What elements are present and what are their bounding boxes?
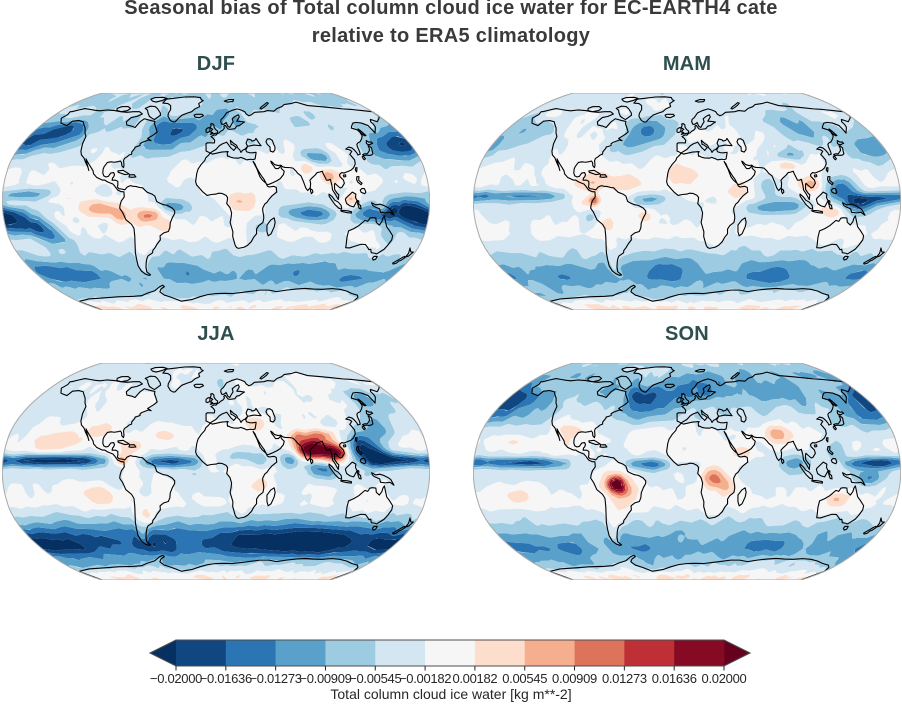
- contour-level-11: [609, 478, 624, 492]
- colorbar-tick-label-3: −0.00909: [299, 671, 352, 686]
- contour-level-8: [88, 171, 353, 222]
- colorbar-tick-label-8: 0.00909: [552, 671, 597, 686]
- colorbar-tick-label-10: 0.01636: [651, 671, 697, 686]
- contour-level-0: [24, 444, 409, 553]
- colorbar-tick-label-1: −0.01636: [199, 671, 252, 686]
- colorbar-segment-5: [425, 640, 476, 666]
- panel-title-djf: DJF: [196, 53, 236, 75]
- colorbar-tick-label-2: −0.01273: [249, 671, 302, 686]
- colorbar-tick-label-7: 0.00545: [502, 671, 548, 686]
- contour-level-8: [118, 430, 347, 464]
- contour-level-10: [607, 477, 626, 494]
- panel-title-jja: JJA: [197, 323, 235, 345]
- colorbar-tick-label-11: 0.02000: [701, 671, 747, 686]
- colorbar-under-arrow: [150, 640, 176, 666]
- contour-level-4: [2, 363, 430, 571]
- figure-title-line1: Seasonal bias of Total column cloud ice …: [124, 0, 778, 19]
- map-djf: [2, 92, 430, 310]
- contour-level-5: [473, 363, 901, 575]
- contour-field-son: [473, 363, 901, 580]
- colorbar-segment-8: [574, 640, 625, 666]
- figure-title: Seasonal bias of Total column cloud ice …: [0, 0, 902, 50]
- colorbar-tick-label-5: −0.00182: [399, 671, 452, 686]
- colorbar-segment-2: [275, 640, 326, 666]
- contour-level-3: [473, 368, 901, 567]
- colorbar: [148, 639, 752, 671]
- map-jja: [2, 363, 430, 580]
- colorbar-tick-label-4: −0.00545: [349, 671, 402, 686]
- contour-level-0: [853, 197, 868, 204]
- figure-title-line2: relative to ERA5 climatology: [311, 24, 591, 47]
- colorbar-segment-1: [225, 640, 276, 666]
- contour-field-djf: [2, 92, 430, 310]
- colorbar-segment-0: [176, 640, 227, 666]
- colorbar-segment-10: [674, 640, 725, 666]
- contour-level-1: [2, 124, 430, 232]
- colorbar-segment-9: [624, 640, 675, 666]
- map-son: [473, 363, 901, 580]
- contour-level-2: [2, 120, 430, 282]
- colorbar-over-arrow: [724, 640, 750, 666]
- contour-level-9: [143, 213, 153, 218]
- colorbar-tick-label-0: −0.02000: [149, 671, 203, 686]
- colorbar-tick-label-9: 0.01273: [601, 671, 647, 686]
- contour-level-8: [604, 429, 840, 502]
- contour-level-1: [847, 194, 888, 207]
- contour-level-12: [303, 443, 340, 457]
- contour-level-3: [473, 116, 901, 296]
- contour-level-3: [2, 107, 430, 289]
- colorbar-segment-7: [524, 640, 575, 666]
- colorbar-segment-4: [375, 640, 426, 666]
- contour-level-2: [2, 435, 430, 561]
- panel-title-mam: MAM: [662, 53, 712, 75]
- contour-level-5: [473, 92, 901, 307]
- colorbar-axis-label: Total column cloud ice water [kg m**-2]: [330, 686, 572, 702]
- contour-level-7: [34, 417, 348, 580]
- contour-level-12: [611, 479, 622, 490]
- contour-level-5: [2, 92, 430, 305]
- colorbar-segment-3: [325, 640, 376, 666]
- contour-level-9: [294, 433, 345, 461]
- contour-level-3: [2, 393, 430, 569]
- panel-title-son: SON: [665, 323, 709, 345]
- colorbar-segment-6: [474, 640, 526, 666]
- contour-level-9: [606, 474, 721, 496]
- contour-level-4: [473, 92, 901, 302]
- colorbar-tick-label-6: 0.00182: [452, 671, 498, 686]
- map-mam: [473, 92, 901, 310]
